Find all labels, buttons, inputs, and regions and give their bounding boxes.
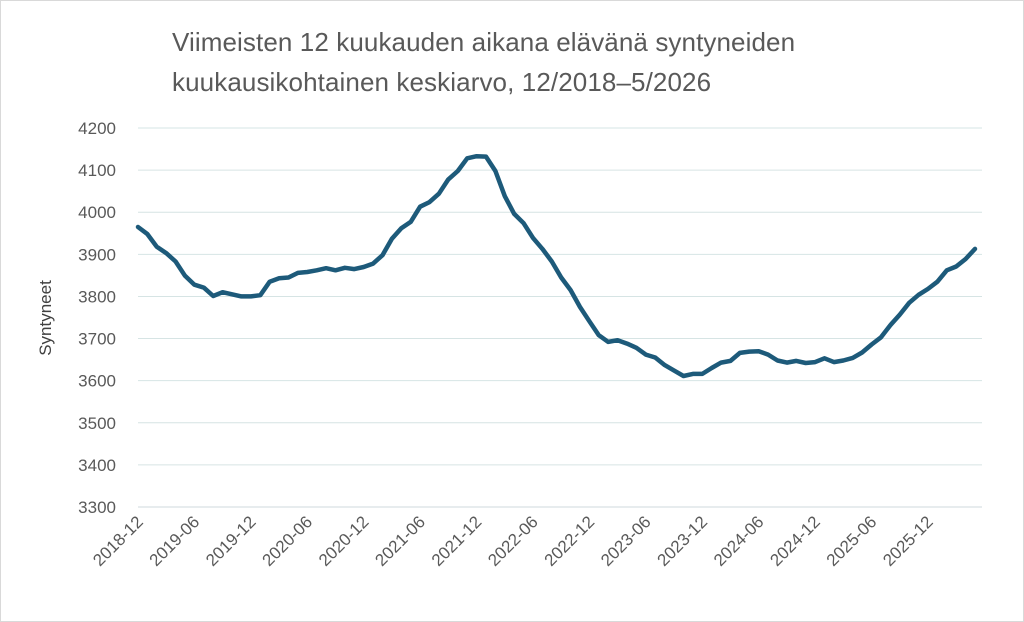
x-tick-label: 2024-06 <box>710 512 768 570</box>
series-group <box>135 153 978 379</box>
y-tick-label: 3500 <box>78 414 116 433</box>
x-tick-label: 2025-06 <box>823 512 881 570</box>
x-tick-label: 2021-06 <box>371 512 429 570</box>
x-tick-label: 2019-12 <box>202 512 260 570</box>
y-tick-label: 3900 <box>78 245 116 264</box>
y-tick-label: 3400 <box>78 456 116 475</box>
y-tick-label: 3700 <box>78 330 116 349</box>
chart-title-line-1: Viimeisten 12 kuukauden aikana elävänä s… <box>172 27 796 57</box>
x-tick-label: 2018-12 <box>89 512 147 570</box>
y-tick-label: 4100 <box>78 161 116 180</box>
y-axis-label: Syntyneet <box>36 280 55 356</box>
y-tick-label: 3800 <box>78 287 116 306</box>
x-tick-label: 2020-12 <box>315 512 373 570</box>
x-tick-label: 2022-12 <box>541 512 599 570</box>
x-tick-label: 2024-12 <box>766 512 824 570</box>
x-tick-label: 2023-12 <box>654 512 712 570</box>
gridlines <box>138 127 982 508</box>
x-tick-label: 2025-12 <box>879 512 937 570</box>
x-tick-label: 2023-06 <box>597 512 655 570</box>
x-tick-label: 2019-06 <box>146 512 204 570</box>
chart-title-line-2: kuukausikohtainen keskiarvo, 12/2018–5/2… <box>172 67 712 97</box>
y-tick-label: 4000 <box>78 203 116 222</box>
x-tick-label: 2021-12 <box>428 512 486 570</box>
x-axis-ticks: 2018-122019-062019-122020-062020-122021-… <box>89 512 937 570</box>
x-tick-label: 2020-06 <box>259 512 317 570</box>
x-tick-label: 2022-06 <box>484 512 542 570</box>
y-tick-label: 3600 <box>78 372 116 391</box>
y-tick-label: 4200 <box>78 119 116 138</box>
y-axis-ticks: 4200 4100 4000 3900 3800 3700 3600 3500 3400 3300 <box>78 119 116 517</box>
y-tick-label: 3300 <box>78 498 116 517</box>
chart-title: Viimeisten 12 kuukauden aikana elävänä s… <box>172 22 972 102</box>
series-line <box>135 153 978 379</box>
